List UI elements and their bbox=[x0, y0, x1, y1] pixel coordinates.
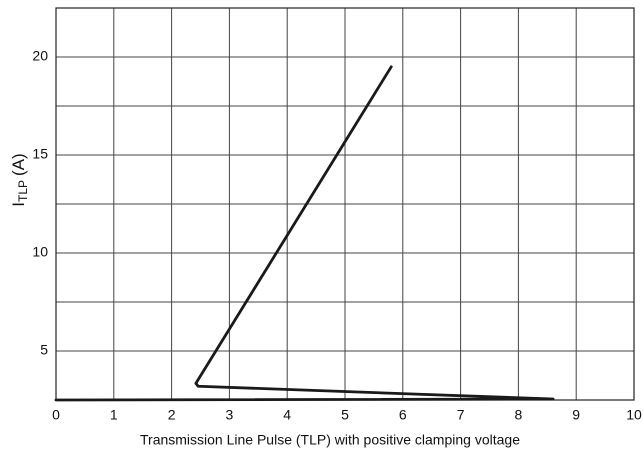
x-tick-label: 7 bbox=[457, 407, 465, 423]
y-tick-label: 10 bbox=[32, 244, 48, 260]
x-tick-label: 0 bbox=[52, 407, 60, 423]
x-tick-label: 3 bbox=[226, 407, 234, 423]
y-tick-label: 15 bbox=[32, 146, 48, 162]
y-tick-label: 5 bbox=[40, 342, 48, 358]
y-axis-label: ITLP (A) bbox=[9, 153, 30, 206]
data-line bbox=[54, 65, 555, 402]
y-axis-label-sub: TLP bbox=[16, 180, 30, 202]
x-tick-label: 1 bbox=[110, 407, 118, 423]
x-tick-label: 10 bbox=[626, 407, 642, 423]
y-tick-label: 20 bbox=[32, 48, 48, 64]
x-tick-label: 9 bbox=[572, 407, 580, 423]
x-tick-label: 5 bbox=[341, 407, 349, 423]
x-tick-label: 6 bbox=[399, 407, 407, 423]
y-axis-label-main: I bbox=[9, 202, 28, 207]
x-tick-label: 4 bbox=[283, 407, 291, 423]
y-axis-label-unit: (A) bbox=[9, 153, 28, 176]
x-axis-label: Transmission Line Pulse (TLP) with posit… bbox=[140, 432, 520, 448]
x-tick-label: 2 bbox=[168, 407, 176, 423]
x-tick-label: 8 bbox=[515, 407, 523, 423]
